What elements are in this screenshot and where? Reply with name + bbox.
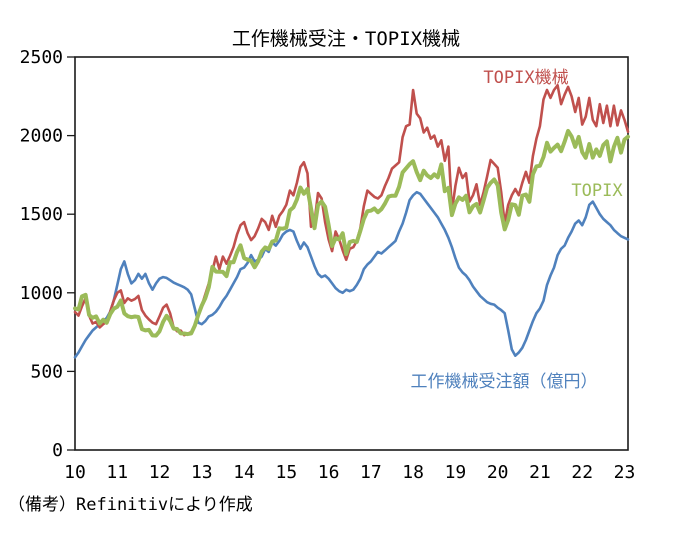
label-topix: TOPIX	[571, 181, 623, 201]
x-tick-label: 11	[106, 462, 128, 483]
y-tick-label: 500	[30, 361, 63, 382]
x-tick-label: 21	[529, 462, 551, 483]
y-tick-label: 1500	[20, 204, 63, 225]
x-tick-label: 12	[149, 462, 171, 483]
x-tick-label: 17	[360, 462, 382, 483]
y-tick-label: 2500	[20, 47, 63, 68]
x-tick-label: 19	[445, 462, 467, 483]
x-tick-label: 14	[233, 462, 255, 483]
y-tick-label: 2000	[20, 126, 63, 147]
series-lines	[73, 84, 630, 359]
x-tick-label: 10	[64, 462, 86, 483]
source-note: （備考）Refinitivにより作成	[8, 495, 253, 515]
x-tick-label: 18	[402, 462, 424, 483]
label-machine-tool-orders: 工作機械受注額（億円）	[411, 372, 598, 392]
label-topix-machinery: TOPIX機械	[483, 68, 568, 88]
x-axis: 10 11 12 13 14 15 16 17 18 19 20 21 22 23	[64, 462, 635, 483]
x-tick-label: 23	[614, 462, 636, 483]
series-topix	[73, 128, 630, 338]
x-tick-label: 16	[318, 462, 340, 483]
x-tick-label: 22	[571, 462, 593, 483]
chart-title: 工作機械受注・TOPIX機械	[232, 28, 460, 50]
x-tick-label: 15	[275, 462, 297, 483]
series-topix-machinery	[73, 84, 630, 337]
x-tick-label: 20	[487, 462, 509, 483]
y-tick-label: 1000	[20, 283, 63, 304]
x-tick-label: 13	[191, 462, 213, 483]
series-machine-tool-orders	[73, 190, 630, 359]
y-axis: 0 500 1000 1500 2000 2500	[20, 47, 75, 461]
plot-border	[74, 56, 629, 451]
y-tick-label: 0	[52, 440, 63, 461]
